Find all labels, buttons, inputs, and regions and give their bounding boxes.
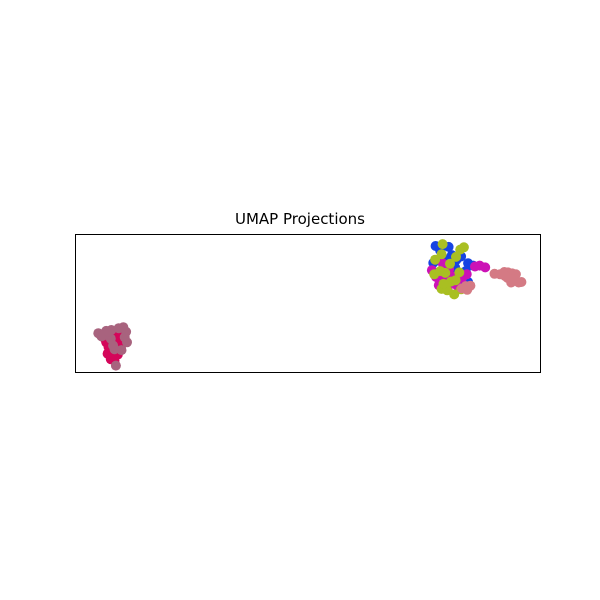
scatter-point-series-5-15 <box>449 289 460 300</box>
scatter-point-series-5-10 <box>440 267 451 278</box>
scatter-point-series-4-15 <box>437 258 448 269</box>
scatter-point-series-5-11 <box>454 267 465 278</box>
plot-frame <box>75 234 541 373</box>
scatter-point-series-6-16 <box>462 284 473 295</box>
scatter-point-series-2-15 <box>103 326 114 337</box>
scatter-point-series-5-3 <box>455 244 466 255</box>
scatter-point-series-5-17 <box>438 278 449 289</box>
scatter-point-series-5-18 <box>450 275 461 286</box>
scatter-point-series-5-1 <box>437 239 448 250</box>
scatter-point-series-5-7 <box>451 251 461 262</box>
scatter-point-series-6-11 <box>506 277 517 288</box>
scatter-point-series-6-12 <box>516 277 527 287</box>
scatter-point-series-5-6 <box>445 258 455 269</box>
scatter-point-series-5-4 <box>430 254 441 265</box>
scatter-point-series-6-8 <box>500 271 511 282</box>
scatter-point-series-2-13 <box>108 340 119 351</box>
scatter-point-series-2-12 <box>110 360 121 371</box>
scatter-point-series-2-16 <box>119 332 130 343</box>
scatter-point-series-5-5 <box>436 249 447 260</box>
scatter-point-series-4-13 <box>480 262 491 273</box>
points-layer <box>93 239 527 371</box>
chart-title: UMAP Projections <box>235 210 365 228</box>
